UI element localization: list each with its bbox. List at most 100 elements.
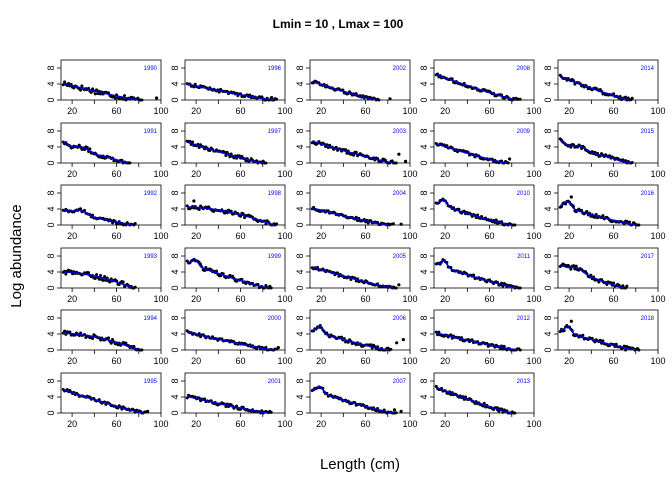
x-tick-label: 60: [609, 231, 619, 241]
fit-line: [312, 325, 388, 351]
panel-frame: [433, 309, 535, 351]
y-tick-label: 8: [46, 378, 56, 383]
y-tick-label: 4: [46, 206, 56, 211]
y-tick-label: 0: [295, 347, 305, 352]
y-tick-label: 0: [543, 347, 553, 352]
x-tick-label: 100: [153, 169, 168, 179]
x-tick-label: 100: [526, 419, 541, 429]
data-point: [154, 96, 159, 100]
fit-line: [435, 74, 518, 101]
data-point: [397, 283, 401, 287]
x-tick-label: 60: [609, 106, 619, 116]
data-point: [192, 199, 196, 203]
x-tick-label: 20: [564, 294, 574, 304]
y-tick-label: 8: [46, 253, 56, 258]
x-tick-label: 100: [650, 169, 665, 179]
fit-line: [436, 260, 518, 289]
data-point: [93, 276, 97, 280]
y-tick-label: 8: [46, 128, 56, 133]
y-tick-label: 8: [419, 190, 429, 195]
y-tick-label: 8: [419, 128, 429, 133]
data-point: [569, 267, 573, 271]
data-point: [270, 96, 274, 100]
y-tick-label: 0: [170, 160, 180, 165]
x-tick-label: 20: [316, 356, 326, 366]
panel-frame: [184, 247, 286, 289]
x-tick-label: 20: [191, 231, 201, 241]
panel-frame: [433, 372, 535, 414]
x-tick-label: 20: [316, 231, 326, 241]
y-tick-label: 4: [46, 81, 56, 86]
y-tick-label: 8: [543, 128, 553, 133]
y-tick-label: 0: [295, 222, 305, 227]
y-tick-label: 0: [295, 97, 305, 102]
y-tick-label: 0: [295, 285, 305, 290]
data-point: [275, 222, 279, 226]
data-point: [352, 153, 356, 157]
fit-line: [312, 385, 394, 414]
y-tick-label: 8: [170, 128, 180, 133]
data-point: [392, 408, 397, 412]
x-tick-label: 20: [564, 231, 574, 241]
x-tick-label: 60: [112, 169, 122, 179]
y-tick-label: 0: [46, 410, 56, 415]
fit-line: [559, 76, 631, 101]
x-tick-label: 100: [277, 294, 292, 304]
y-tick-label: 8: [543, 315, 553, 320]
x-tick-label: 100: [402, 106, 417, 116]
y-tick-label: 4: [46, 394, 56, 399]
y-tick-label: 4: [46, 144, 56, 149]
x-tick-label: 60: [236, 419, 246, 429]
fit-line: [62, 140, 128, 164]
panel-frame: [60, 184, 162, 226]
panel-year-label: 2017: [641, 254, 655, 260]
panel-year-label: 1993: [144, 254, 158, 260]
panel: 0 4 8 20 60 100 2005: [295, 247, 418, 304]
data-point: [140, 98, 144, 102]
data-point: [593, 215, 597, 219]
x-tick-label: 20: [440, 231, 450, 241]
panel-year-label: 2011: [517, 254, 531, 260]
panel-frame: [184, 59, 286, 101]
panel: 0 4 8 20 60 100 1994: [46, 309, 169, 366]
x-tick-label: 100: [526, 169, 541, 179]
x-tick-label: 60: [609, 294, 619, 304]
data-point: [121, 97, 125, 101]
panel: 0 4 8 20 60 100 2008: [419, 59, 542, 116]
x-tick-label: 60: [361, 294, 371, 304]
panel-year-label: 2012: [517, 316, 531, 322]
panel: 0 4 8 20 60 100 2012: [419, 309, 542, 366]
fit-line: [311, 140, 394, 164]
data-point: [581, 333, 585, 337]
panel-year-label: 2000: [268, 316, 282, 322]
y-tick-label: 8: [543, 65, 553, 70]
data-point: [389, 347, 393, 351]
x-tick-label: 100: [650, 356, 665, 366]
data-point: [63, 329, 67, 333]
panel: 0 4 8 20 60 100 2018: [543, 309, 666, 366]
panel-frame: [309, 372, 411, 414]
x-tick-label: 20: [191, 356, 201, 366]
x-tick-label: 60: [236, 231, 246, 241]
data-point: [621, 284, 625, 288]
panel-year-label: 2014: [641, 66, 655, 72]
panel: 0 4 8 20 60 100 2003: [295, 122, 418, 179]
data-point: [518, 348, 522, 352]
x-tick-label: 60: [236, 356, 246, 366]
data-point: [513, 411, 517, 415]
data-point: [269, 410, 273, 414]
fit-line: [311, 80, 377, 101]
y-tick-label: 0: [543, 285, 553, 290]
y-tick-label: 8: [170, 253, 180, 258]
fit-line: [436, 332, 518, 351]
data-point: [628, 220, 632, 224]
panel-year-label: 2004: [393, 191, 407, 197]
y-tick-label: 0: [419, 97, 429, 102]
data-point: [630, 160, 634, 164]
panel-frame: [309, 122, 411, 164]
panel: 0 4 8 20 60 100 1992: [46, 184, 169, 241]
x-tick-label: 100: [526, 356, 541, 366]
y-tick-label: 4: [419, 394, 429, 399]
x-tick-label: 20: [316, 419, 326, 429]
panel-year-label: 2008: [517, 66, 531, 72]
